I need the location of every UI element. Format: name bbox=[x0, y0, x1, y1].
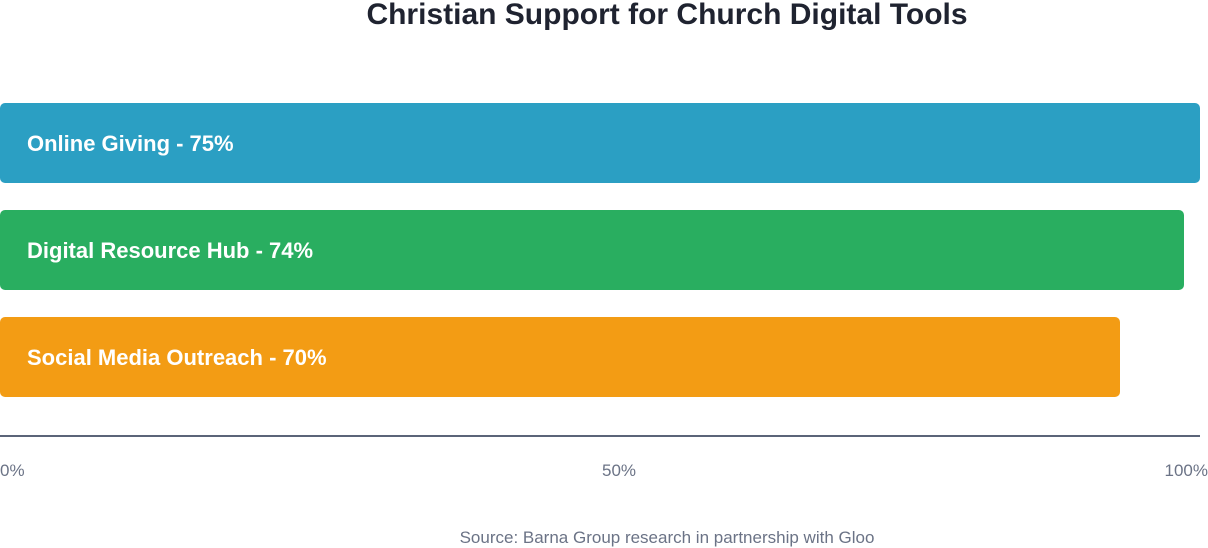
source-note: Source: Barna Group research in partners… bbox=[460, 528, 875, 547]
bars: Online Giving - 75% Digital Resource Hub … bbox=[0, 103, 1200, 397]
bar-label: Online Giving - 75% bbox=[27, 131, 234, 156]
x-tick-label: 0% bbox=[0, 461, 25, 480]
bar-digital-resource-hub bbox=[0, 210, 1184, 290]
bar-social-media-outreach bbox=[0, 317, 1120, 397]
x-axis-ticks: 0% 50% 100% bbox=[0, 461, 1208, 480]
bar-label: Social Media Outreach - 70% bbox=[27, 345, 327, 370]
chart-title: Christian Support for Church Digital Too… bbox=[366, 0, 967, 31]
bar-label: Digital Resource Hub - 74% bbox=[27, 238, 313, 263]
x-tick-label: 50% bbox=[602, 461, 636, 480]
x-tick-label: 100% bbox=[1165, 461, 1208, 480]
bar-online-giving bbox=[0, 103, 1200, 183]
